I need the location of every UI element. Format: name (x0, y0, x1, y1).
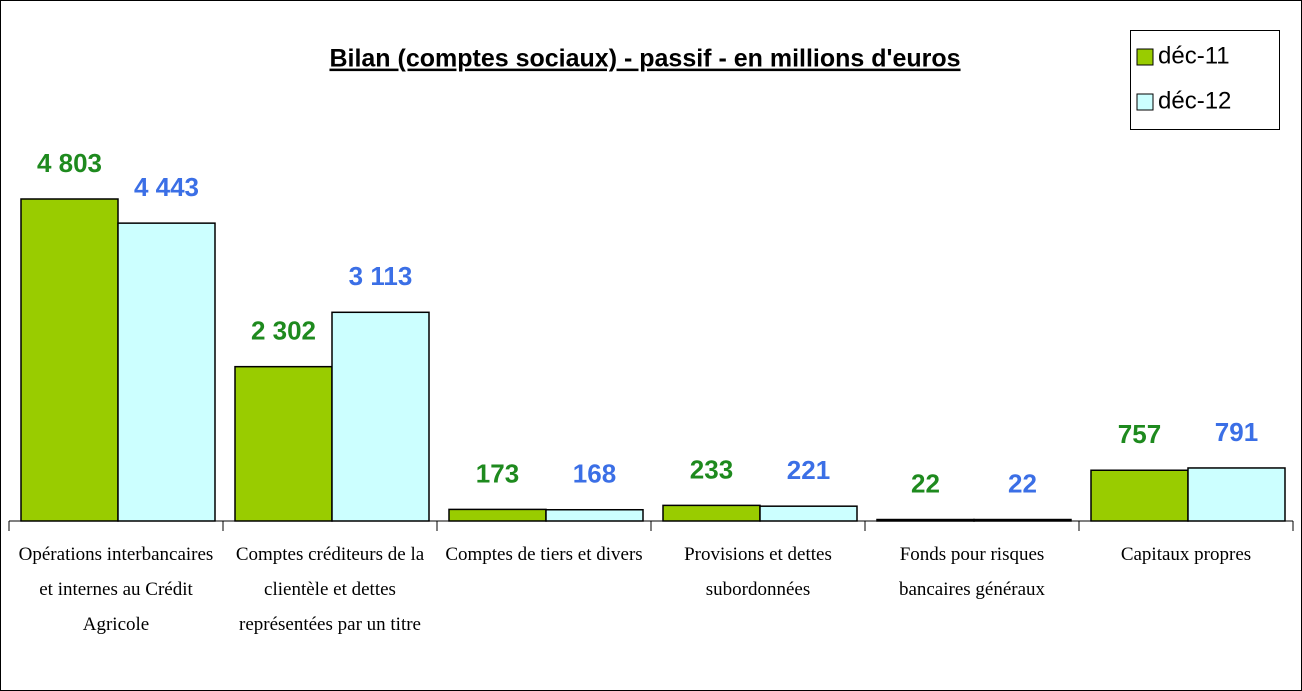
data-label: 2 302 (251, 316, 316, 346)
data-label: 4 803 (37, 148, 102, 178)
data-label: 173 (476, 458, 519, 488)
x-tick-label: Provisions et dettes subordonnées (684, 544, 832, 600)
data-label: 4 443 (134, 172, 199, 202)
data-label: 168 (573, 459, 616, 489)
bar (545, 508, 644, 522)
bar (234, 365, 333, 522)
x-tick-label: Comptes de tiers et divers (445, 544, 643, 565)
bar (759, 505, 858, 522)
data-label: 233 (690, 454, 733, 484)
chart-title: Bilan (comptes sociaux) - passif - en mi… (329, 45, 960, 73)
data-label: 757 (1118, 419, 1161, 449)
bar (1090, 469, 1189, 522)
data-label: 3 113 (349, 261, 413, 291)
bar (1187, 467, 1286, 522)
data-label: 22 (911, 468, 940, 498)
legend-box (1130, 30, 1280, 130)
bar (662, 504, 761, 522)
data-label: 221 (787, 455, 830, 485)
x-tick-label: Comptes créditeurs de la clientèle et de… (235, 544, 425, 635)
legend-label: déc-12 (1158, 87, 1231, 114)
x-tick-label: Fonds pour risques bancaires généraux (898, 544, 1046, 600)
bar (20, 198, 119, 522)
legend-label: déc-11 (1158, 42, 1230, 69)
legend-swatch (1136, 48, 1154, 66)
data-label: 22 (1008, 468, 1037, 498)
bar (331, 311, 430, 522)
bar (117, 222, 216, 522)
x-tick-label: Capitaux propres (1120, 544, 1252, 565)
bar (448, 508, 547, 522)
data-label: 791 (1215, 417, 1258, 447)
legend-swatch (1136, 93, 1154, 111)
x-tick-label: Opérations interbancaires et internes au… (18, 544, 214, 635)
